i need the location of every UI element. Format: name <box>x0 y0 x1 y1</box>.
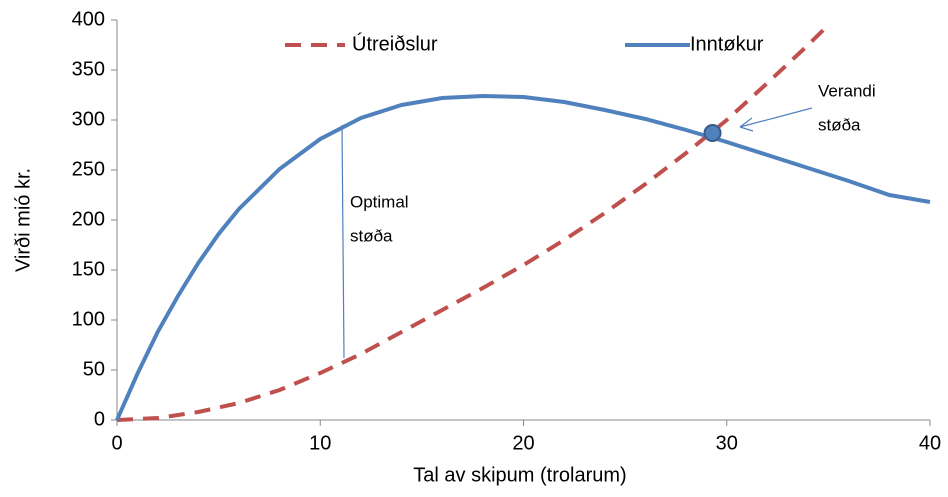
annotation-text: Verandi <box>818 81 876 100</box>
y-tick-label: 200 <box>72 208 105 230</box>
x-tick-label: 30 <box>716 432 738 454</box>
y-tick-label: 100 <box>72 308 105 330</box>
y-tick-label: 50 <box>83 358 105 380</box>
x-tick-label: 20 <box>512 432 534 454</box>
annotation-text: støða <box>350 226 393 245</box>
arrow-head <box>739 117 754 132</box>
legend-label: Inntøkur <box>690 33 764 55</box>
series-line <box>115 93 931 421</box>
annotation-text: støða <box>818 115 861 134</box>
y-tick-label: 350 <box>72 58 105 80</box>
x-axis-label: Tal av skipum (trolarum) <box>413 464 626 486</box>
y-tick-label: 400 <box>72 8 105 30</box>
y-tick-label: 300 <box>72 108 105 130</box>
legend-label: Útreiðslur <box>352 32 438 55</box>
x-tick-label: 10 <box>309 432 331 454</box>
series-line <box>116 23 830 422</box>
annotation-line <box>341 124 345 359</box>
annotation-arrow <box>739 107 813 128</box>
annotation-text: Optimal <box>350 192 409 211</box>
y-tick-label: 0 <box>94 408 105 430</box>
y-tick-label: 250 <box>72 158 105 180</box>
x-tick-label: 0 <box>111 432 122 454</box>
y-axis-label: Virði mió kr. <box>12 168 34 272</box>
y-tick-label: 150 <box>72 258 105 280</box>
x-tick-label: 40 <box>919 432 941 454</box>
current-point <box>703 124 722 142</box>
